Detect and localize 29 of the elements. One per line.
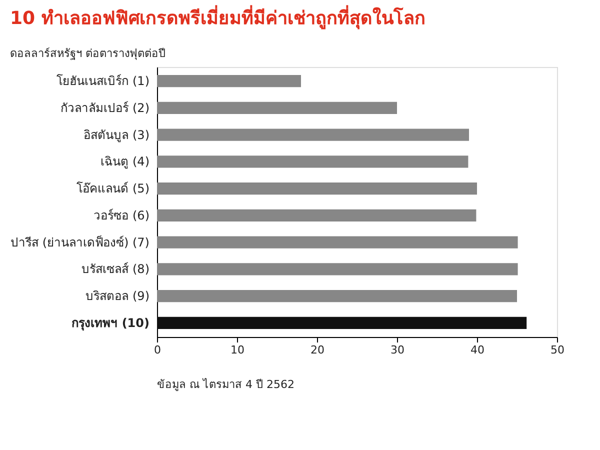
x-tick-label: 0 xyxy=(154,344,161,356)
chart-subtitle: ดอลลาร์สหรัฐฯ ต่อตารางฟุตต่อปี xyxy=(10,47,166,60)
y-tick-label: เฉินตู (4) xyxy=(100,154,150,170)
bar xyxy=(157,316,527,329)
bar xyxy=(157,102,397,114)
y-tick-label: อิสตันบูล (3) xyxy=(84,128,150,143)
bar xyxy=(157,263,518,276)
y-tick-label: กรุงเทพฯ (10) xyxy=(72,316,150,331)
y-tick-label: โยฮันเนสเบิร์ก (1) xyxy=(56,74,150,88)
bar xyxy=(157,290,517,302)
bar xyxy=(157,182,477,195)
x-tick-label: 50 xyxy=(550,344,564,356)
y-tick-label: โอ๊คแลนด์ (5) xyxy=(76,182,150,196)
chart-title: 10 ทำเลออฟฟิศเกรดพรีเมี่ยมที่มีค่าเช่าถูกที่สุดในโลก xyxy=(10,5,426,30)
text: ข้อมูล ณ ไตรมาส 4 ปี 2562 xyxy=(157,378,294,391)
y-tick-label: บรัสเซลส์ (8) xyxy=(82,262,150,276)
y-tick-label: วอร์ซอ (6) xyxy=(94,208,150,222)
bar xyxy=(157,209,476,222)
y-tick-label: กัวลาลัมเปอร์ (2) xyxy=(60,100,150,115)
y-tick-label: บริสตอล (9) xyxy=(86,289,150,304)
x-tick-label: 10 xyxy=(230,344,244,356)
x-tick-label: 40 xyxy=(470,344,484,356)
bar xyxy=(157,75,301,88)
bar xyxy=(157,156,468,168)
y-tick-label: ปารีส (ย่านลาเดฟ็องซ์) (7) xyxy=(10,234,150,250)
bar xyxy=(157,128,469,141)
bar xyxy=(157,236,518,248)
x-tick-label: 20 xyxy=(310,344,324,356)
x-tick-label: 30 xyxy=(390,344,404,356)
